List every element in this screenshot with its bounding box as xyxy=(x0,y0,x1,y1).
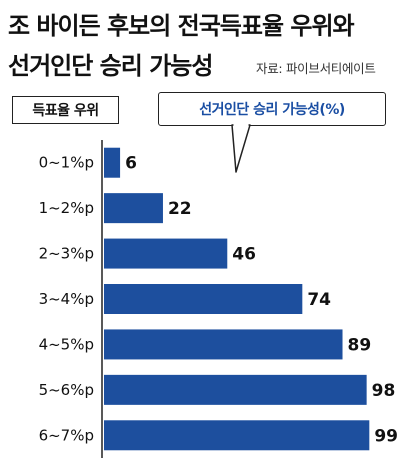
value-label: 6 xyxy=(125,154,137,174)
category-label: 5~6%p xyxy=(39,381,94,399)
category-label: 4~5%p xyxy=(39,335,94,353)
callout-pointer xyxy=(231,124,251,173)
value-label: 99 xyxy=(374,426,398,446)
bar-7 xyxy=(104,420,370,451)
value-label: 46 xyxy=(232,245,256,265)
category-label: 0~1%p xyxy=(39,154,94,172)
category-label: 3~4%p xyxy=(39,290,94,308)
value-label: 22 xyxy=(168,199,192,219)
bar-1 xyxy=(104,147,121,178)
value-header-callout: 선거인단 승리 가능성(%) xyxy=(158,92,386,126)
chart-title-line2: 선거인단 승리 가능성 xyxy=(8,52,213,80)
value-label: 89 xyxy=(348,335,372,355)
bar-6 xyxy=(104,374,367,405)
category-label: 2~3%p xyxy=(39,245,94,263)
chart-title-line1: 조 바이든 후보의 전국득표율 우위와 xyxy=(8,12,355,40)
bar-4 xyxy=(104,284,303,314)
bar-3 xyxy=(104,238,228,269)
category-label: 6~7%p xyxy=(39,426,94,444)
category-label: 1~2%p xyxy=(39,199,94,217)
value-label: 98 xyxy=(372,381,396,401)
source-note: 자료: 파이브서티에이트 xyxy=(256,61,376,76)
bar-5 xyxy=(104,329,343,360)
value-label: 74 xyxy=(307,290,331,310)
row-header-label: 득표율 우위 xyxy=(12,96,119,124)
bar-2 xyxy=(104,193,163,224)
